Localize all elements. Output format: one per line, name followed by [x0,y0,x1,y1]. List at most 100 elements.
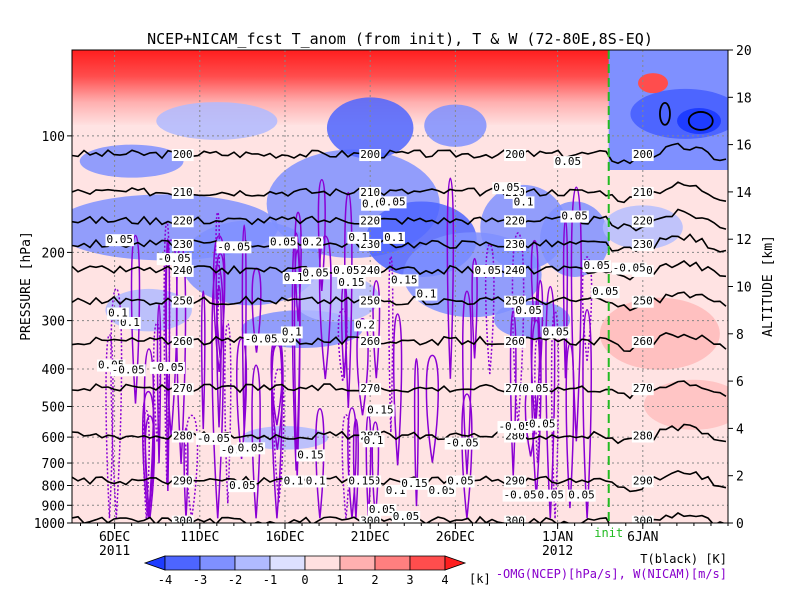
w-contour-label: 0.15 [348,474,375,487]
w-contour-label-bg [383,231,405,244]
w-contour-label: -0.05 [613,262,646,275]
w-contour-label: 0.1 [306,474,326,487]
w-contour-label: -0.05 [197,432,230,445]
w-contour [388,255,394,433]
temperature-contour-label: 200 [633,148,653,161]
w-contour-label-bg [492,182,521,195]
w-contour [582,308,592,519]
w-contour-label-bg [354,319,376,332]
w-contour-label-bg [301,236,324,249]
w-contour [545,285,556,519]
w-contour-label-bg [611,262,647,275]
shading-warm-spot [638,73,669,94]
temperature-contour-label: 290 [505,474,525,487]
w-contour-label: -0.05 [498,420,531,433]
w-contour-label-bg [236,442,266,455]
temperature-contour-label: 250 [633,295,653,308]
w-contour-label: 0.05 [515,304,542,317]
w-contour-label: 0.05 [493,181,520,194]
w-contour-label-bg [553,156,583,169]
colorbar-tick-label: 4 [441,573,448,587]
plot-area: 2002002002002102102102102202202202202302… [72,50,728,523]
w-contour-label: -0.05 [245,333,278,346]
temperature-contour-label: 270 [173,382,193,395]
w-contour-label: 0.1 [364,434,384,447]
w-contour-label: 0.1 [384,231,404,244]
temperature-contour-label: 250 [173,295,193,308]
altitude-tick-label: 18 [736,91,752,106]
w-contour-label-bg [296,449,325,462]
w-contour-label: -0.05 [151,361,184,374]
w-contour-label: 0.1 [348,231,368,244]
w-contour [185,414,199,519]
w-contour-label-bg [567,489,596,502]
w-contour [392,313,403,466]
temperature-contour-label-bg [171,430,194,443]
altitude-tick-label: 2 [736,470,744,485]
temperature-contour-label-bg [631,149,654,162]
temperature-contour-label-bg [171,238,194,251]
temperature-contour-label-bg [171,264,194,277]
w-contour-label: 0.2 [302,236,322,249]
w-contour-label: 0.15 [391,273,418,286]
colorbar-swatch [234,555,271,571]
init-label: init [594,526,623,540]
colorbar-swatch [339,555,376,571]
temperature-contour-label: 220 [633,214,653,227]
colorbar-unit: [k] [469,572,491,586]
w-contour-label: -0.05 [446,437,479,450]
w-contour-label: 0.05 [106,233,133,246]
w-contour-label-bg [366,404,395,417]
w-contour-label-bg [591,286,620,299]
pressure-tick-label: 900 [42,499,65,514]
w-contour-label-bg [362,435,385,448]
temperature-contour-label-bg [359,186,382,199]
pressure-tick-label: 400 [42,363,65,378]
w-contour-label-bg [347,231,370,244]
temperature-contour-label-bg [504,475,526,488]
w-contour-label-bg [497,421,533,434]
temperature-contour-label-bg [631,186,654,199]
w-contour-label-bg [536,489,565,502]
pressure-axis-label: PRESSURE [hPa] [19,231,34,341]
w-contour [372,280,381,379]
pressure-tick-label: 600 [42,431,65,446]
w-contour [224,323,232,504]
w-contour [236,337,248,460]
legend-vertical-motion: -OMG(NCEP)[hPa/s], W(NICAM)[m/s] [496,567,727,581]
temperature-contour-label-bg [631,238,654,251]
w-contour-label: 0.05 [270,236,297,249]
date-tick-label: 6DEC [99,530,130,545]
chart-title: NCEP+NICAM_fcst T_anom (from init), T & … [147,30,653,48]
w-contour-label: 0.2 [355,318,375,331]
temperature-contour-label: 280 [633,429,653,442]
w-contour [141,390,155,519]
temperature-contour-label: 220 [173,214,193,227]
w-contour-label: 0.05 [584,259,611,272]
temperature-contour-label-bg [171,295,194,308]
colorbar-swatch [444,555,467,571]
temperature-contour-label: 260 [633,335,653,348]
w-contour [318,235,332,380]
temperature-contour-label-bg [631,515,654,523]
w-contour [356,317,369,416]
date-tick-label: 1JAN [542,530,573,545]
temperature-contour-label: 240 [505,264,525,277]
colorbar-tick-label: -4 [158,573,172,587]
pressure-tick-label: 200 [42,246,65,261]
colorbar-tick-label: 3 [406,573,413,587]
altitude-axis-label: ALTITUDE [km] [761,235,776,337]
w-contour [352,418,359,519]
w-contour-label: 0.15 [297,448,324,461]
pressure-tick-label: 1000 [34,517,65,532]
temperature-contour-label-bg [504,430,526,443]
w-contour [530,319,542,498]
temperature-contour-label-bg [631,430,654,443]
w-contour [413,357,420,507]
w-contour-label: -0.05 [217,240,250,253]
w-contour-label-bg [332,264,361,277]
w-contour-label-bg [415,288,438,301]
legend-temperature: T(black) [K] [640,552,727,566]
w-contour-label-bg [367,503,397,516]
w-contour-label: 0.05 [592,285,619,298]
